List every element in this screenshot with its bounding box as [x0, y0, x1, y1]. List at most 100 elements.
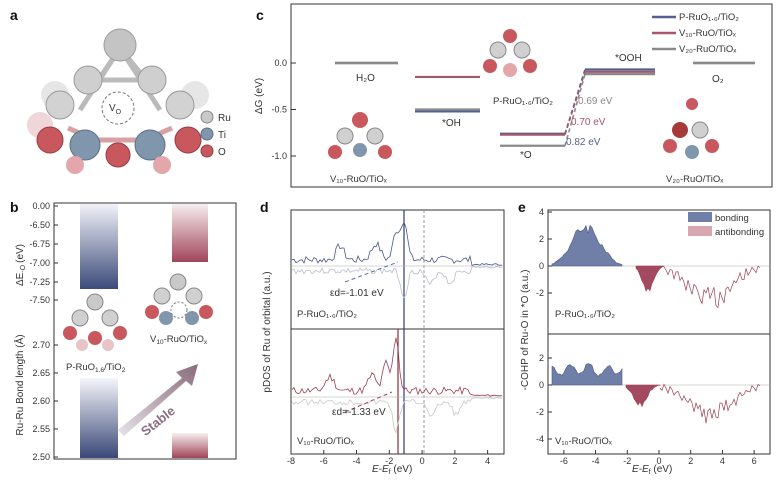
panel-b-ticks: 0.00 -6.50 -6.75 -7.00 -7.25 -7.50 2.70 2.65 2.6…	[29, 201, 58, 462]
panel-d-ylabel: pDOS of Ru of orbital (a.u.)	[262, 271, 273, 392]
eps-arrow-bottom	[344, 391, 393, 413]
cluster-structure	[27, 28, 209, 174]
free-energy-levels	[335, 61, 755, 147]
barrier-label-v10: 0.70 eV	[571, 117, 606, 128]
b-ticklabel-top: -6.50	[29, 220, 50, 230]
pdos-bottom-down	[291, 397, 503, 434]
struct-thumb-mid	[483, 29, 537, 77]
cohp-bottom-bonding	[551, 363, 623, 386]
cohp-top-bonding	[551, 224, 623, 267]
panel-c-axis: 0.0 -0.5 -1.0	[271, 58, 296, 161]
panel-c-legend: P-RuO₁.₆/TiO₂ V₁₀-RuO/TiOₓ V₂₀-RuO/TiOₓ	[652, 12, 739, 55]
b-ticklabel-top: -7.00	[29, 258, 50, 268]
panel-a: a	[10, 7, 231, 174]
panel-a-label: a	[10, 7, 18, 23]
e-ticklabel: -4	[592, 456, 600, 466]
c-ticklabel: -0.5	[271, 105, 287, 115]
struct-v10-ruo-label: V10-RuO/TiOx	[150, 334, 208, 346]
panel-e-xlabel: E-Ef (eV)	[632, 464, 672, 476]
panel-d-xlabel: E-Ef (eV)	[372, 464, 412, 476]
eps-bottom-label: εd=-1.33 eV	[332, 407, 386, 418]
state-label: *OH	[442, 118, 461, 129]
panel-b-frame	[53, 202, 237, 460]
panel-d-bottom-label: V₁₀-RuO/TiOₓ	[297, 436, 355, 447]
e-yticklabel: 0	[539, 261, 544, 271]
e-ticklabel: 6	[752, 456, 757, 466]
bar-bond-p	[80, 378, 118, 458]
bar-energy-p	[80, 204, 118, 289]
c-ticklabel: 0.0	[274, 58, 287, 68]
o-legend-icon	[200, 144, 214, 158]
d-ticklabel: -6	[320, 456, 328, 466]
panel-b: b 0.00-6.50-6.75-7.00-7	[10, 199, 237, 462]
panel-e-top-label: P-RuO₁.₆/TiO₂	[555, 309, 615, 320]
panel-d-axis: -8 -6 -4 -2 0 2 4	[287, 450, 490, 466]
struct-thumb-left	[328, 112, 392, 159]
legend-label-v10: V₁₀-RuO/TiOₓ	[679, 28, 737, 39]
e-yticklabel: 4	[539, 207, 544, 217]
b-ticklabel-bottom: 2.70	[32, 340, 50, 350]
b-ticklabel-bottom: 2.50	[32, 452, 50, 462]
bonding-swatch	[688, 212, 712, 222]
c-ticklabel: -1.0	[271, 151, 287, 161]
state-labels: H₂O *OH *O *OOH O₂	[356, 53, 724, 161]
state-label: H₂O	[356, 73, 375, 84]
e-ticklabel: 0	[656, 456, 661, 466]
b-ticklabel-top: -6.75	[29, 239, 50, 249]
e-ticklabel: -6	[560, 456, 568, 466]
barrier-label-v20: 0.69 eV	[578, 96, 613, 107]
cohp-bottom-line	[659, 383, 761, 424]
e-yticklabel: -2	[536, 288, 544, 298]
panel-d: d -8 -6 -4 -2 0 2 4 εd=-1.01 eV εd=-1.33 eV P-…	[260, 199, 505, 476]
b-ticklabel-bottom: 2.55	[32, 424, 50, 434]
atom-legend: Ru Ti O	[200, 110, 231, 158]
e-ticklabel: 2	[688, 456, 693, 466]
cohp-top-line	[663, 265, 761, 309]
e-yticklabel: -4	[536, 434, 544, 444]
state-label: *OOH	[615, 53, 642, 64]
panel-e-bottom-label: V₁₀-RuO/TiOₓ	[555, 436, 613, 447]
panel-e-legend: bonding antibonding	[688, 212, 764, 238]
e-ticklabel: -2	[623, 456, 631, 466]
ti-legend-label: Ti	[218, 130, 226, 141]
e-ticklabel: 4	[720, 456, 725, 466]
b-ticklabel-top: -7.50	[29, 295, 50, 305]
ti-legend-icon	[200, 127, 214, 141]
pdos-bottom-up	[291, 337, 503, 397]
panel-e-ylabel: -COHP of Ru-O in *O (a.u.)	[520, 270, 531, 391]
b-ticklabel-top: 0.00	[32, 201, 50, 211]
panel-e-axis: -6 -4 -2 0 2 4 6 4 2 0 -2 2 0 -2 -4	[536, 207, 757, 466]
panel-b-ylabel-top: ΔE-O(eV)	[15, 244, 27, 286]
o-legend-label: O	[218, 147, 226, 158]
d-ticklabel: 4	[485, 456, 490, 466]
struct-right-label: V₂₀-RuO/TiOₓ	[666, 174, 724, 185]
legend-label-v20: V₂₀-RuO/TiOₓ	[679, 44, 737, 55]
barrier-connector-2	[564, 73, 586, 146]
panel-d-label: d	[260, 199, 269, 215]
e-yticklabel: 0	[539, 380, 544, 390]
ru-legend-label: Ru	[218, 113, 231, 124]
stable-label: Stable	[138, 403, 178, 439]
pdos-top-up	[291, 221, 503, 266]
d-ticklabel: -2	[385, 456, 393, 466]
panel-c-label: c	[256, 7, 264, 23]
eps-arrow-top	[344, 261, 399, 283]
struct-thumb-right	[663, 98, 719, 159]
struct-v10-ruo	[145, 273, 213, 325]
b-ticklabel-bottom: 2.60	[32, 396, 50, 406]
struct-left-label: V₁₀-RuO/TiOₓ	[330, 174, 388, 185]
eps-top-label: εd=-1.01 eV	[330, 288, 384, 299]
barrier-label-p: 0.82 eV	[566, 137, 601, 148]
panel-e-label: e	[518, 199, 526, 215]
barrier-connector-1	[564, 71, 586, 135]
bonding-label: bonding	[715, 213, 749, 224]
panel-c: c 0.0 -0.5 -1.0 ΔG (eV) H₂O *OH *O *OOH O₂ 0.6…	[254, 3, 773, 188]
pdos-top-down	[291, 266, 503, 299]
panel-b-label: b	[10, 199, 19, 215]
d-ticklabel: -8	[287, 456, 295, 466]
stable-arrow	[118, 364, 198, 436]
legend-label-p: P-RuO₁.₆/TiO₂	[679, 12, 739, 23]
e-yticklabel: -2	[536, 407, 544, 417]
d-ticklabel: -4	[353, 456, 361, 466]
